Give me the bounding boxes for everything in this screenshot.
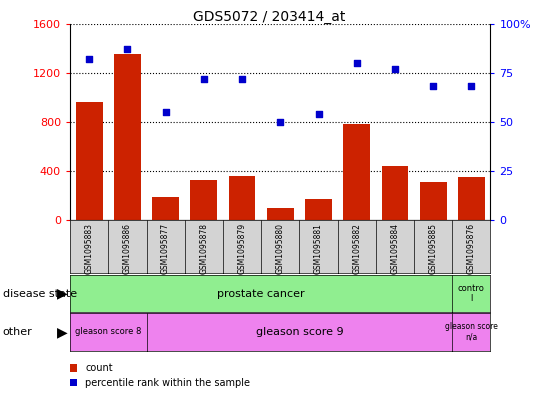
Point [85,56,93,62]
Bar [420,182,446,220]
Text: gleason score 9: gleason score 9 [255,327,343,337]
Text: GSM1095878: GSM1095878 [199,223,209,274]
Text: GSM1095883: GSM1095883 [85,223,94,274]
Point [391,66,399,72]
Bar [229,176,255,220]
Point [467,83,476,90]
Text: gleason score 8: gleason score 8 [75,327,141,336]
Text: gleason score
n/a: gleason score n/a [445,322,498,342]
Point [276,119,285,125]
Point [161,109,170,115]
Text: prostate cancer: prostate cancer [217,289,305,299]
Text: disease state: disease state [3,289,77,299]
Point [353,60,361,66]
Bar [76,102,102,220]
Text: GSM1095879: GSM1095879 [238,223,246,274]
Text: GDS5072 / 203414_at: GDS5072 / 203414_at [194,10,345,24]
Bar [305,198,332,220]
Text: contro
l: contro l [458,284,485,303]
Bar [152,197,179,220]
Text: ▶: ▶ [57,325,67,339]
Text: GSM1095876: GSM1095876 [467,223,476,274]
Text: GSM1095882: GSM1095882 [352,223,361,274]
Legend: count, percentile rank within the sample: count, percentile rank within the sample [70,363,250,388]
Point [429,83,438,90]
Text: GSM1095885: GSM1095885 [429,223,438,274]
Point [123,46,132,52]
Point [314,111,323,117]
Bar [267,208,294,220]
Text: ▶: ▶ [57,287,67,301]
Text: GSM1095881: GSM1095881 [314,223,323,274]
Point [199,75,208,82]
Bar [190,180,217,220]
Text: other: other [3,327,32,337]
Bar [114,54,141,220]
Text: GSM1095877: GSM1095877 [161,223,170,274]
Text: GSM1095884: GSM1095884 [390,223,399,274]
Bar [382,166,409,220]
Bar [458,177,485,220]
Text: GSM1095880: GSM1095880 [276,223,285,274]
Bar [343,124,370,220]
Text: GSM1095886: GSM1095886 [123,223,132,274]
Point [238,75,246,82]
